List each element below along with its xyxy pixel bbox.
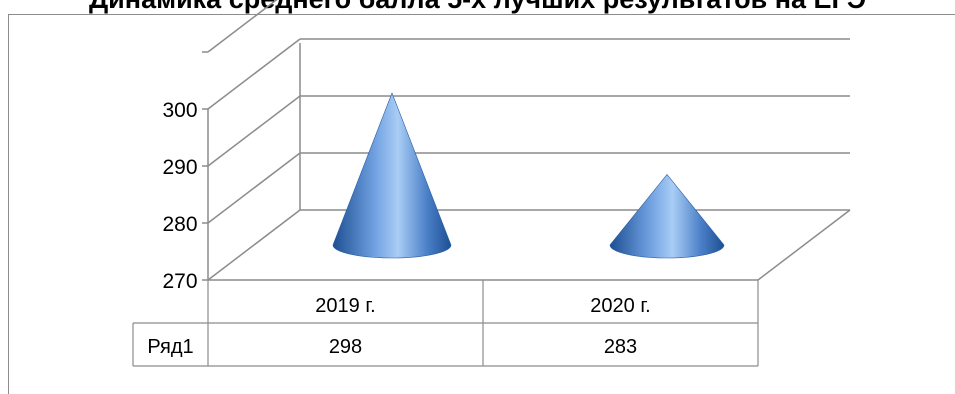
chart-frame <box>8 14 955 394</box>
y-tick-label: 290 <box>162 156 197 179</box>
cone-bar-2 <box>609 173 725 259</box>
chart-title: Динамика среднего балла 5-х лучших резул… <box>0 0 955 15</box>
gridline-side <box>207 95 301 167</box>
y-tick-label: 270 <box>162 270 197 293</box>
cone-bar-1 <box>332 92 452 259</box>
cone-bar-body <box>332 92 452 259</box>
x-category-label: 2020 г. <box>590 295 650 317</box>
gridline-side <box>207 0 278 53</box>
gridline-side <box>207 152 301 224</box>
series-name-label: Ряд1 <box>147 336 193 358</box>
gridline-side <box>207 209 301 281</box>
x-category-label: 2019 г. <box>315 295 375 317</box>
data-value-label: 283 <box>604 336 637 358</box>
floor-right-edge <box>757 209 851 281</box>
gridline-side <box>207 38 301 110</box>
chart-svg: 270 280 290 300 2019 г. 2020 г. Ряд1 298 283 <box>132 0 851 367</box>
data-value-label: 298 <box>329 336 362 358</box>
y-tick-label: 280 <box>162 213 197 236</box>
y-tick-label: 300 <box>162 99 197 122</box>
cone-bar-body <box>609 173 725 259</box>
